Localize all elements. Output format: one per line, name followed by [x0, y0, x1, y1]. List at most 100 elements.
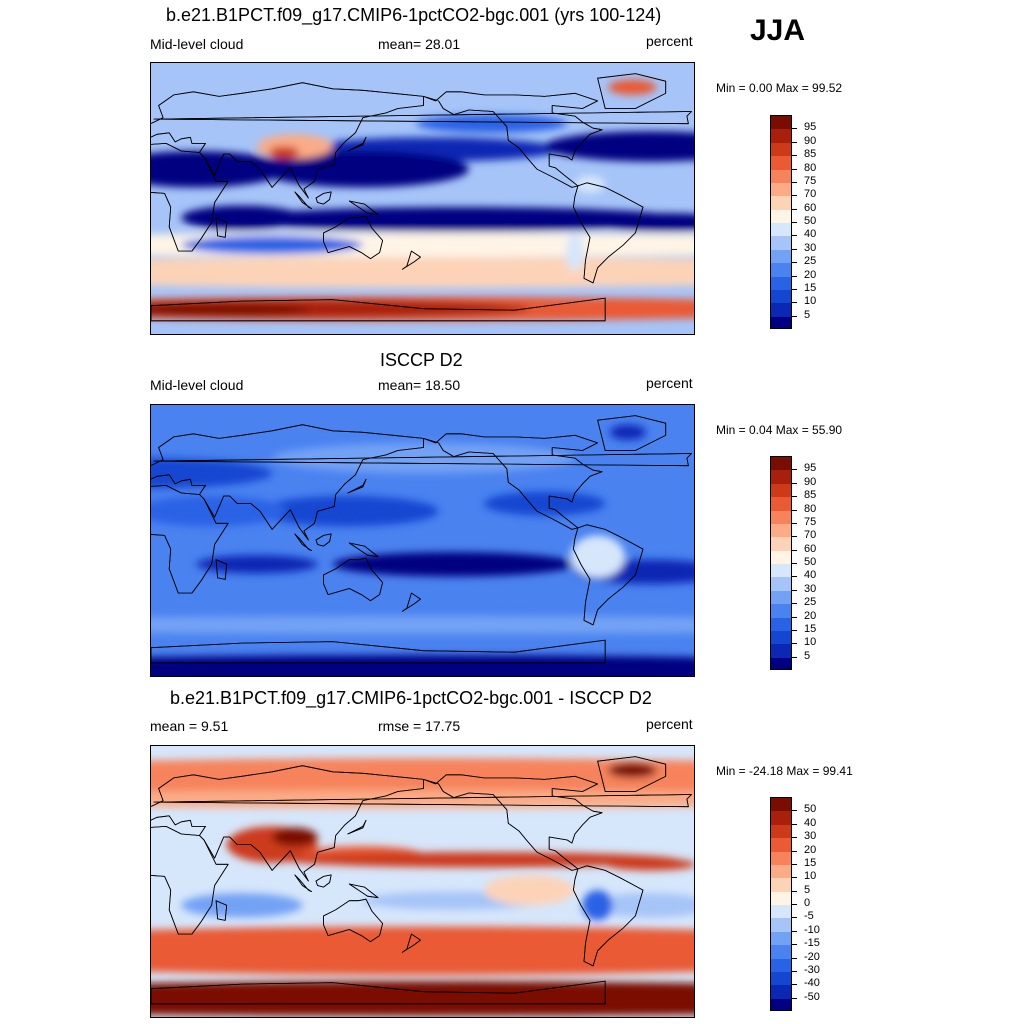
colorbar-tick	[792, 944, 797, 946]
field-contour	[608, 79, 657, 95]
colorbar-tick-label: 20	[804, 609, 817, 622]
colorbar-swatch	[771, 263, 791, 277]
coastline	[294, 191, 312, 210]
colorbar-swatch	[771, 249, 791, 264]
colorbar-tick	[792, 970, 797, 972]
colorbar-tick	[792, 195, 797, 197]
field-contour	[484, 874, 575, 906]
colorbar-tick	[792, 315, 797, 317]
colorbar-swatch	[771, 864, 791, 879]
field-contour	[284, 852, 678, 868]
colorbar-tick-label: 90	[804, 475, 817, 488]
panel3-units-label: percent	[646, 716, 693, 732]
colorbar-tick	[792, 643, 797, 645]
colorbar-tick	[792, 877, 797, 879]
colorbar-tick-label: 30	[804, 241, 817, 254]
colorbar-swatch	[771, 303, 791, 317]
coastline	[151, 639, 606, 664]
colorbar-tick-label: -40	[804, 977, 820, 990]
colorbar-swatch	[771, 891, 791, 905]
season-label: JJA	[750, 14, 806, 47]
colorbar-swatch	[771, 590, 791, 605]
colorbar-swatch	[771, 657, 791, 669]
colorbar-tick	[792, 181, 797, 183]
colorbar-tick-label: 30	[804, 830, 817, 843]
coastline	[401, 592, 421, 612]
field-contour	[608, 762, 657, 778]
colorbar-tick-label: 10	[804, 870, 817, 883]
colorbar-tick	[792, 850, 797, 852]
field-contour	[151, 615, 694, 635]
panel3-minmax-label: Min = -24.18 Max = 99.41	[716, 764, 853, 778]
colorbar-swatch	[771, 196, 791, 210]
colorbar-swatch	[771, 457, 791, 471]
coastline	[572, 865, 644, 967]
coastline	[323, 215, 384, 260]
colorbar-tick-label: -20	[804, 950, 820, 963]
colorbar-tick-label: 30	[804, 582, 817, 595]
map-canvas	[151, 746, 694, 1017]
colorbar-tick	[792, 141, 797, 143]
colorbar-tick-label: 75	[804, 515, 817, 528]
colorbar-swatches	[770, 115, 792, 329]
colorbar-swatch	[771, 824, 791, 839]
panel1-title: b.e21.B1PCT.f09_g17.CMIP6-1pctCO2-bgc.00…	[166, 5, 662, 25]
colorbar-tick-label: 40	[804, 228, 817, 241]
colorbar-swatch	[771, 497, 791, 511]
coastline	[348, 200, 379, 216]
panel1-map	[150, 62, 695, 335]
colorbar-swatch	[771, 851, 791, 865]
colorbar-swatch	[771, 116, 791, 130]
colorbar-tick-label: 0	[804, 897, 811, 909]
field-contour	[151, 997, 694, 1016]
panel3-rmse-label: rmse = 17.75	[378, 718, 461, 734]
coastline	[572, 524, 644, 626]
panel2-units-label: percent	[646, 375, 693, 391]
field-contour	[181, 205, 303, 230]
coastline	[153, 453, 692, 467]
colorbar-tick	[792, 917, 797, 919]
colorbar-swatches	[770, 797, 792, 1011]
coastline	[423, 774, 603, 871]
colorbar-tick-label: -5	[804, 910, 814, 923]
colorbar-tick	[792, 656, 797, 658]
colorbar-tick	[792, 563, 797, 564]
panel3-mean-label: mean = 9.51	[150, 718, 229, 734]
colorbar-tick-label: 10	[804, 295, 817, 308]
colorbar-tick	[792, 957, 797, 959]
colorbar-tick	[792, 810, 797, 812]
field-contour	[544, 131, 694, 162]
coastline	[153, 111, 692, 125]
colorbar-tick	[792, 482, 797, 484]
coastline	[151, 980, 606, 1005]
field-contour	[151, 926, 694, 976]
colorbar-tick	[792, 616, 797, 618]
colorbar-swatch	[771, 644, 791, 658]
coastline	[151, 485, 229, 594]
colorbar-swatch	[771, 550, 791, 564]
field-contour	[484, 491, 606, 516]
colorbar-tick	[792, 509, 797, 511]
colorbar-tick-label: 50	[804, 803, 817, 816]
colorbar-tick	[792, 275, 797, 277]
colorbar-tick	[792, 904, 797, 905]
coastline	[347, 478, 367, 494]
colorbar-tick	[792, 208, 797, 210]
coastline	[151, 765, 424, 882]
coastline	[151, 82, 424, 199]
field-contour	[609, 424, 647, 440]
field-contour	[582, 890, 613, 921]
colorbar-tick-label: -30	[804, 963, 820, 976]
coastline	[151, 297, 606, 322]
field-contour	[570, 535, 625, 578]
field-contour	[151, 655, 694, 676]
colorbar-tick-label: 50	[804, 556, 817, 568]
colorbar-swatch	[771, 537, 791, 551]
coastline	[151, 826, 229, 935]
colorbar-tick-label: 20	[804, 268, 817, 281]
panel2-title: ISCCP D2	[380, 350, 463, 370]
field-contour	[181, 893, 303, 918]
coastline	[401, 250, 421, 270]
colorbar-tick-label: 10	[804, 636, 817, 649]
colorbar-tick	[792, 890, 797, 892]
